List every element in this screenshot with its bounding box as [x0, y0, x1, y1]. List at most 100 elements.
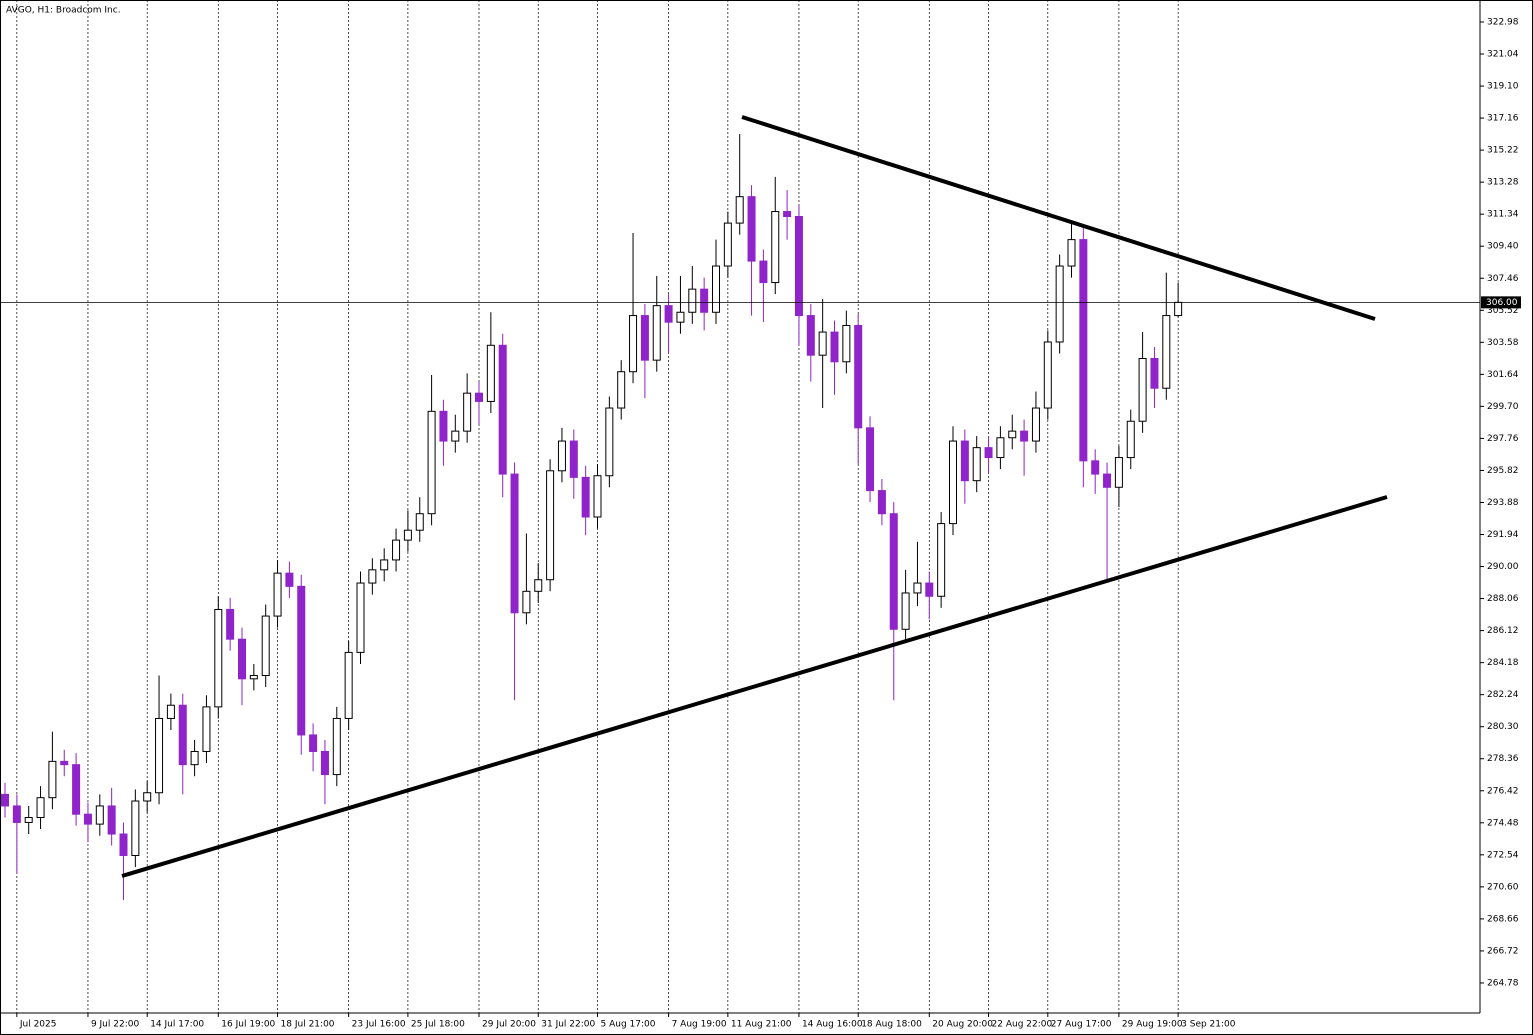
- price-label-box: [1481, 296, 1521, 309]
- candle-body: [320, 750, 329, 776]
- candle-body: [783, 211, 792, 217]
- candle-body: [652, 305, 661, 361]
- chart-title: AVGO, H1: Broadcom Inc.: [6, 6, 121, 16]
- candle-body: [1114, 457, 1123, 488]
- candle-body: [1031, 407, 1040, 442]
- candle-body: [1162, 315, 1171, 389]
- x-tick-label: 18 Aug 18:00: [861, 1020, 922, 1030]
- candle-body: [723, 222, 732, 267]
- candle-body: [83, 813, 92, 825]
- y-tick-label: 322.98: [1487, 17, 1519, 27]
- candle-body: [546, 470, 555, 581]
- candle-body: [344, 651, 353, 719]
- x-tick-label: 11 Aug 21:00: [731, 1020, 792, 1030]
- candle-body: [1067, 239, 1076, 267]
- candle-body: [629, 315, 638, 373]
- candle-body: [60, 760, 69, 766]
- trend-line: [121, 495, 1388, 878]
- candle-body: [581, 476, 590, 518]
- candle-body: [794, 215, 803, 317]
- x-tick-label: 29 Jul 20:00: [482, 1020, 536, 1030]
- y-tick-label: 321.04: [1487, 50, 1519, 60]
- y-tick-label: 295.82: [1487, 466, 1519, 476]
- candle-body: [143, 792, 152, 802]
- y-tick-label: 317.16: [1487, 114, 1519, 124]
- price-label: 306.00: [1486, 298, 1518, 308]
- candle-body: [759, 260, 768, 284]
- candle-body: [214, 608, 223, 708]
- candle-body: [617, 371, 626, 409]
- candle-body: [463, 392, 472, 432]
- x-tick-label: 14 Jul 17:00: [150, 1020, 204, 1030]
- candle-body: [1138, 357, 1147, 422]
- y-tick-label: 266.72: [1487, 946, 1519, 956]
- candle-body: [688, 288, 697, 313]
- candle-body: [735, 196, 744, 224]
- y-tick-label: 313.28: [1487, 178, 1519, 188]
- y-tick-label: 282.24: [1487, 690, 1519, 700]
- y-tick-label: 274.48: [1487, 818, 1519, 828]
- y-tick-label: 284.18: [1487, 658, 1519, 668]
- candle-body: [107, 805, 116, 835]
- candle-body: [368, 569, 377, 584]
- x-tick-label: 14 Aug 16:00: [802, 1020, 863, 1030]
- x-tick-label: 7 Aug 19:00: [672, 1020, 727, 1030]
- candle-body: [510, 473, 519, 614]
- candle-body: [12, 805, 21, 823]
- candle-body: [866, 427, 875, 492]
- candle-body: [380, 559, 389, 571]
- candle-body: [1091, 460, 1100, 475]
- x-tick-label: 18 Jul 21:00: [281, 1020, 335, 1030]
- x-tick-label: 29 Aug 19:00: [1122, 1020, 1183, 1030]
- candle-body: [605, 407, 614, 477]
- x-tick-label: 27 Aug 17:00: [1051, 1020, 1112, 1030]
- candle-body: [24, 817, 33, 823]
- y-tick-label: 264.78: [1487, 978, 1519, 988]
- y-tick-label: 291.94: [1487, 530, 1519, 540]
- candle-body: [925, 582, 934, 597]
- x-tick-label: 23 Jul 16:00: [352, 1020, 406, 1030]
- candle-body: [557, 440, 566, 472]
- candle-body: [356, 582, 365, 653]
- candle-body: [913, 582, 922, 594]
- candle-body: [309, 734, 318, 752]
- y-tick-label: 315.22: [1487, 146, 1519, 156]
- x-tick-label: 25 Jul 18:00: [411, 1020, 465, 1030]
- candle-body: [877, 490, 886, 515]
- candle-body: [1150, 357, 1159, 389]
- candle-body: [1, 793, 9, 807]
- candle-body: [806, 315, 815, 356]
- candle-body: [1020, 430, 1029, 442]
- candle-body: [854, 324, 863, 429]
- candle-body: [949, 440, 957, 525]
- candle-body: [238, 638, 246, 680]
- x-tick-label: 22 Aug 22:00: [992, 1020, 1053, 1030]
- candle-body: [842, 324, 851, 363]
- y-tick-label: 301.64: [1487, 370, 1519, 380]
- candle-body: [48, 760, 57, 799]
- candle-body: [747, 196, 756, 262]
- x-tick-label: Jul 2025: [19, 1020, 57, 1030]
- y-tick-label: 280.30: [1487, 722, 1519, 732]
- candle-body: [712, 265, 720, 313]
- y-tick-label: 299.70: [1487, 402, 1519, 412]
- y-tick-label: 278.36: [1487, 754, 1519, 764]
- candle-body: [72, 764, 81, 815]
- y-tick-label: 309.40: [1487, 242, 1519, 252]
- candle-body: [984, 447, 993, 459]
- candle-body: [36, 797, 45, 819]
- candle-body: [155, 717, 164, 794]
- y-tick-label: 288.06: [1487, 594, 1519, 604]
- candle-body: [972, 447, 981, 482]
- x-tick-label: 3 Sep 21:00: [1181, 1020, 1236, 1030]
- candle-body: [273, 572, 282, 617]
- candle-body: [569, 440, 578, 478]
- candle-body: [498, 344, 507, 475]
- y-tick-label: 290.00: [1487, 562, 1519, 572]
- x-tick-label: 20 Aug 20:00: [932, 1020, 993, 1030]
- y-tick-label: 270.60: [1487, 882, 1519, 892]
- candle-body: [486, 344, 495, 402]
- candle-body: [818, 331, 827, 356]
